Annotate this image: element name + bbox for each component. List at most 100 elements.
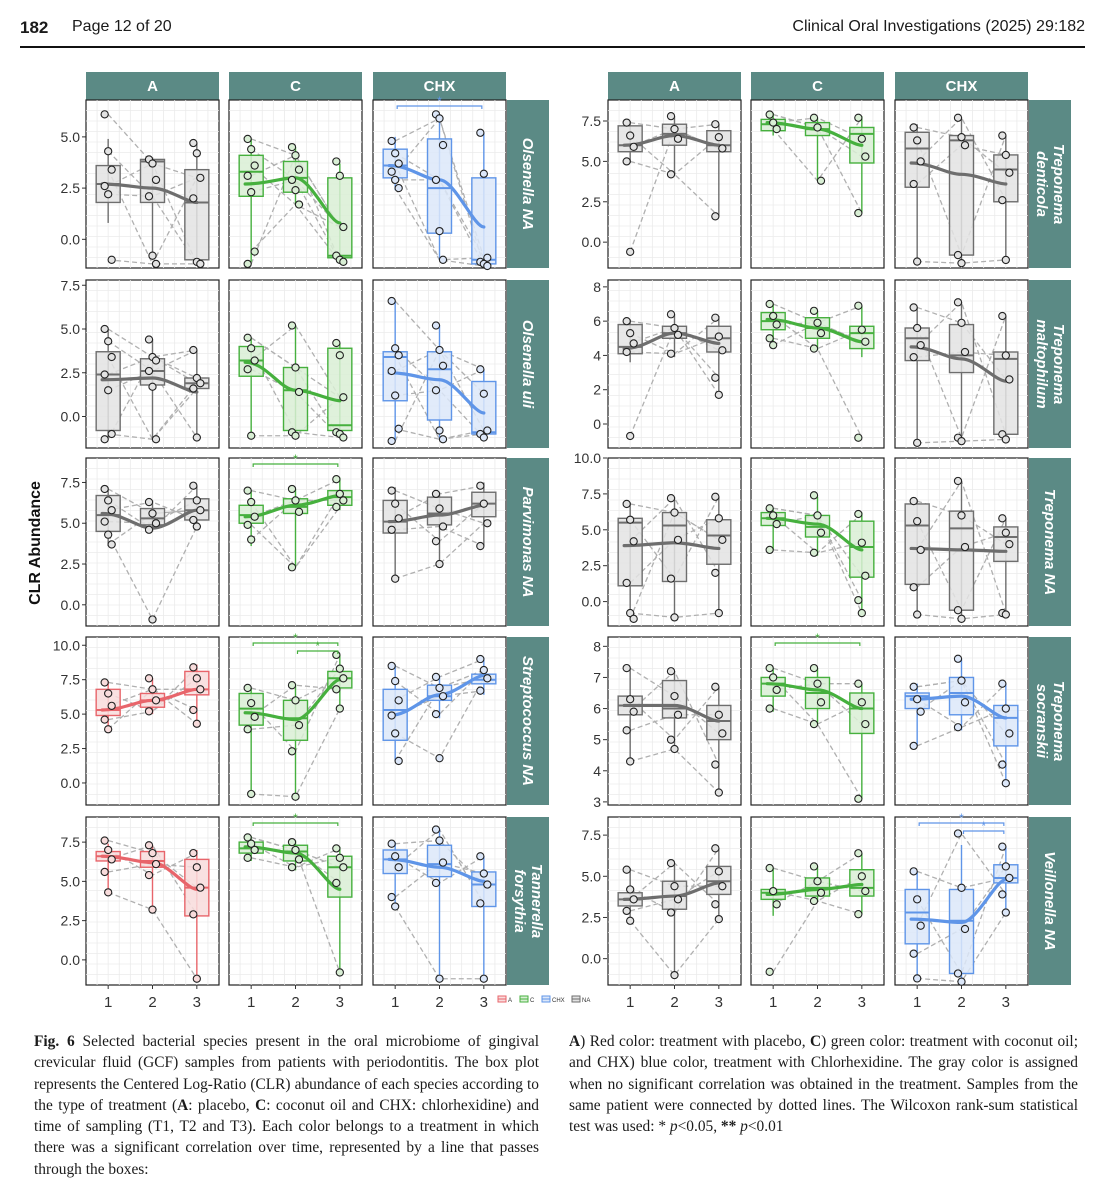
data-point [711, 373, 720, 382]
y-tick-label: 3 [593, 794, 601, 810]
data-point [100, 836, 109, 845]
data-point [100, 181, 109, 191]
patient-line [394, 117, 485, 267]
patient-line [916, 832, 1007, 926]
data-point [243, 365, 252, 374]
data-point [854, 509, 863, 519]
box [282, 366, 309, 432]
data-point [339, 222, 348, 232]
data-point [438, 140, 448, 150]
y-tick-label: 5.0 [61, 515, 81, 531]
data-point [769, 118, 778, 127]
patient-line [394, 354, 484, 440]
data-point [626, 916, 635, 925]
patient-line [250, 337, 341, 438]
data-point [765, 334, 774, 343]
data-point [857, 872, 866, 881]
trend-line [100, 376, 199, 394]
patient-line [394, 669, 485, 762]
data-point [957, 614, 966, 623]
data-point [670, 323, 679, 333]
data-point [953, 298, 963, 307]
data-point [483, 426, 492, 435]
data-point [666, 349, 676, 358]
trend-line [765, 682, 864, 711]
significance-star: * [293, 811, 298, 825]
species-label-line: Parvimonas NA [519, 487, 536, 598]
trend-line [100, 182, 199, 205]
caption-bold-c: C [810, 1033, 822, 1050]
data-point [107, 255, 116, 264]
data-point [476, 686, 485, 695]
data-point [913, 136, 922, 145]
data-point [913, 974, 922, 983]
data-point [626, 757, 635, 766]
data-point [104, 530, 113, 539]
data-point [431, 489, 441, 499]
significance-bracket [252, 463, 339, 467]
data-point [391, 175, 400, 185]
species-label-line: Treponema [1050, 681, 1067, 762]
patient-line [108, 863, 197, 873]
data-point [816, 528, 826, 537]
data-point [622, 499, 631, 509]
data-point [435, 836, 444, 845]
significance-star: * [437, 94, 442, 108]
caption-text: <0.01 [747, 1118, 784, 1136]
data-point [673, 134, 683, 143]
data-point [913, 438, 922, 448]
facet-panel [750, 279, 885, 449]
data-point [287, 142, 297, 152]
data-point [250, 512, 259, 521]
patient-line [629, 517, 720, 584]
data-point [769, 673, 778, 682]
patient-line [250, 493, 341, 569]
data-point [435, 226, 444, 236]
data-point [957, 977, 966, 986]
y-tick-label: 5 [593, 732, 601, 748]
data-point [243, 333, 252, 342]
patient-line [107, 666, 198, 713]
data-point [476, 481, 485, 490]
data-point [335, 664, 344, 673]
data-point [769, 340, 778, 350]
data-point [387, 839, 396, 848]
data-point [711, 760, 720, 769]
facet-panel [750, 816, 885, 986]
data-point [387, 136, 396, 146]
data-point [483, 261, 492, 271]
data-point [1001, 150, 1010, 160]
caption-text: ) Red color: treatment with placebo, [580, 1033, 811, 1050]
data-point [809, 306, 819, 316]
data-point [243, 683, 252, 693]
data-point [809, 113, 819, 122]
data-point [394, 514, 403, 523]
species-strip [1029, 817, 1071, 985]
data-point [998, 311, 1007, 321]
facet-panel [607, 636, 742, 806]
facet-strip [751, 72, 884, 100]
data-point [809, 862, 819, 871]
data-point [189, 705, 198, 715]
data-point [953, 969, 963, 978]
x-tick-label: 3 [480, 994, 488, 1011]
y-tick-label: 5.0 [582, 153, 602, 169]
y-tick-label: 8 [593, 638, 601, 654]
data-point [332, 338, 341, 348]
data-point [335, 489, 344, 499]
data-point [854, 679, 863, 688]
trend-line [909, 345, 1008, 383]
data-point [479, 169, 488, 178]
patient-line [917, 126, 1007, 174]
data-point [673, 710, 683, 719]
data-point [854, 208, 863, 218]
y-tick-label: 10.0 [53, 637, 80, 653]
data-point [107, 701, 116, 711]
data-point [107, 506, 116, 515]
data-point [809, 344, 819, 353]
significance-bracket [774, 642, 861, 646]
data-point [718, 535, 727, 544]
y-tick-label: 8 [593, 279, 601, 295]
facet-panel [372, 457, 507, 627]
data-point [435, 754, 444, 763]
